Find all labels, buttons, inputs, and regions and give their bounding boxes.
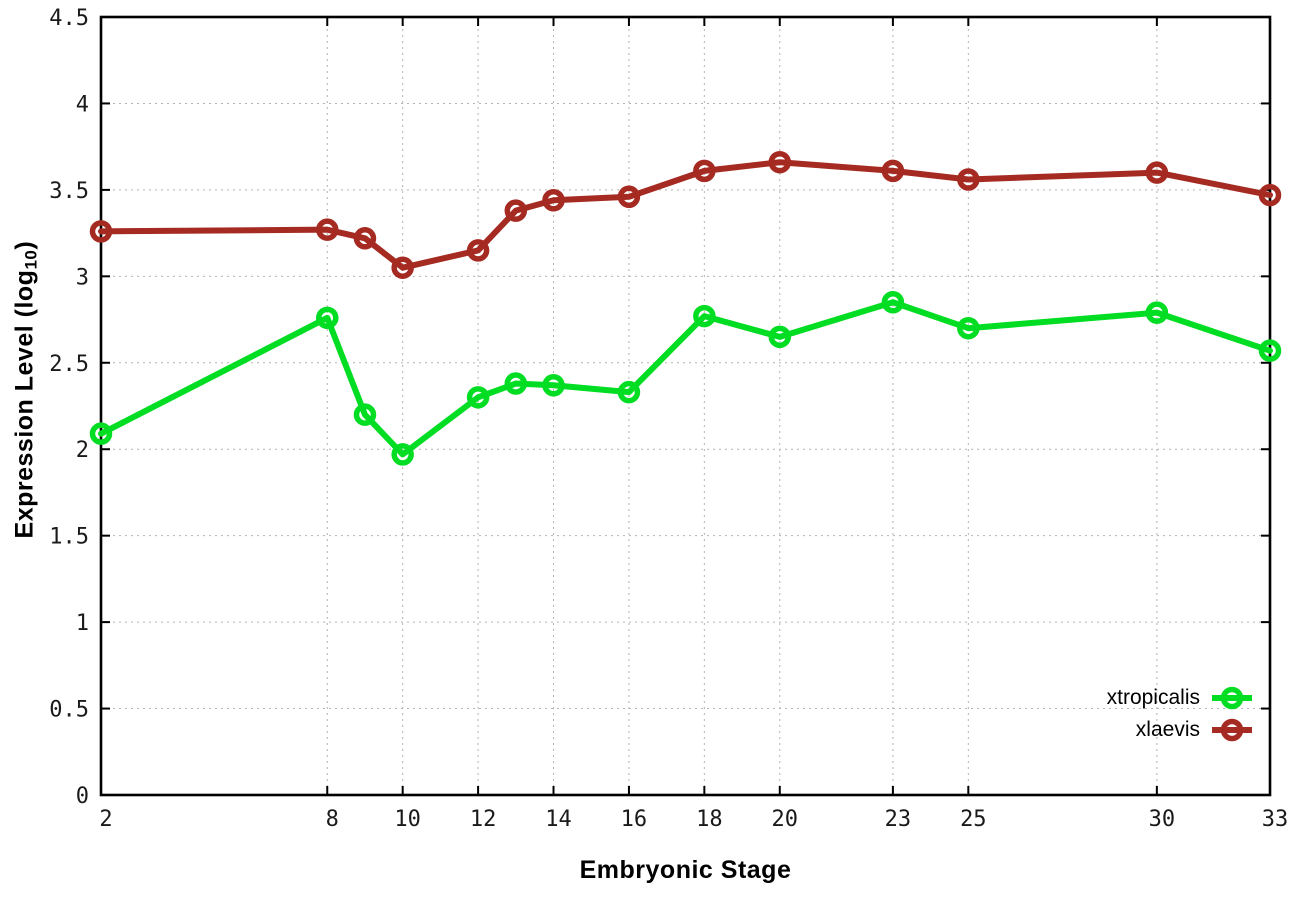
data-point-xlaevis xyxy=(391,256,414,279)
plot-frame xyxy=(99,15,1272,797)
series-line-xtropicalis xyxy=(98,299,1273,458)
legend-item-xlaevis: xlaevis xyxy=(1136,716,1254,744)
y-tick-label: 4 xyxy=(76,92,89,117)
data-point-xtropicalis xyxy=(353,403,377,426)
data-point-xtropicalis xyxy=(391,443,414,466)
x-tick-label: 30 xyxy=(1149,807,1176,832)
data-point-xlaevis xyxy=(693,159,716,183)
data-point-xtropicalis xyxy=(1258,339,1282,362)
legend-label-xlaevis: xlaevis xyxy=(1135,718,1200,741)
x-tick-label: 20 xyxy=(772,807,799,832)
y-tick-label: 1 xyxy=(76,611,89,636)
data-point-xlaevis xyxy=(881,159,905,183)
legend-item-xtropicalis: xtropicalis xyxy=(1107,684,1254,712)
y-tick-label: 3 xyxy=(76,265,89,290)
data-point-xtropicalis xyxy=(466,386,490,409)
data-point-xlaevis xyxy=(542,189,565,212)
y-axis-title-text: Expression Level (log xyxy=(10,269,39,539)
data-point-xtropicalis xyxy=(542,374,565,397)
data-point-xtropicalis xyxy=(1145,301,1169,324)
data-point-xtropicalis xyxy=(957,316,980,340)
data-point-xlaevis xyxy=(89,220,113,243)
x-tick-label: 18 xyxy=(696,807,723,832)
x-tick-label: 10 xyxy=(394,807,421,832)
y-axis-title: Expression Level (log10) xyxy=(10,140,41,640)
data-point-xlaevis xyxy=(353,227,377,250)
x-tick-label: 12 xyxy=(470,807,497,832)
x-tick-label: 25 xyxy=(960,807,987,832)
y-tick-label: 0 xyxy=(76,784,89,809)
y-tick-label: 0.5 xyxy=(49,698,89,723)
data-point-xtropicalis xyxy=(504,372,528,395)
data-point-xtropicalis xyxy=(768,325,792,349)
data-point-xtropicalis xyxy=(316,306,339,330)
x-tick-label: 23 xyxy=(885,807,912,832)
x-tick-label: 8 xyxy=(326,807,339,832)
series-line-xlaevis xyxy=(98,159,1273,271)
data-point-xlaevis xyxy=(617,185,641,209)
data-point-xlaevis xyxy=(768,150,792,174)
legend-label-xtropicalis: xtropicalis xyxy=(1106,686,1200,709)
y-axis-title-suffix: ) xyxy=(10,240,39,250)
data-point-xlaevis xyxy=(1145,161,1169,184)
data-point-xtropicalis xyxy=(89,422,113,445)
x-tick-label: 14 xyxy=(545,807,572,832)
data-point-xlaevis xyxy=(466,239,490,262)
y-tick-label: 1.5 xyxy=(49,525,89,550)
legend: xtropicalis xlaevis xyxy=(1107,684,1254,744)
data-point-xtropicalis xyxy=(617,380,641,404)
data-point-xtropicalis xyxy=(693,304,716,328)
y-axis-title-subscript: 10 xyxy=(21,249,41,270)
y-tick-label: 2.5 xyxy=(49,352,89,377)
data-point-xlaevis xyxy=(1258,183,1282,207)
y-tick-label: 4.5 xyxy=(49,6,89,31)
x-axis-title: Embryonic Stage xyxy=(579,856,792,884)
y-tick-label: 2 xyxy=(76,438,89,463)
data-point-xtropicalis xyxy=(881,291,905,314)
data-point-xlaevis xyxy=(316,218,339,241)
legend-marker-xtropicalis-icon xyxy=(1212,686,1252,710)
legend-marker-xlaevis-icon xyxy=(1212,718,1252,742)
x-tick-label: 2 xyxy=(99,807,112,832)
data-point-xlaevis xyxy=(504,199,528,222)
x-tick-label: 33 xyxy=(1262,807,1289,832)
y-tick-label: 3.5 xyxy=(49,179,89,204)
x-tick-label: 16 xyxy=(621,807,648,832)
data-point-xlaevis xyxy=(957,168,980,191)
